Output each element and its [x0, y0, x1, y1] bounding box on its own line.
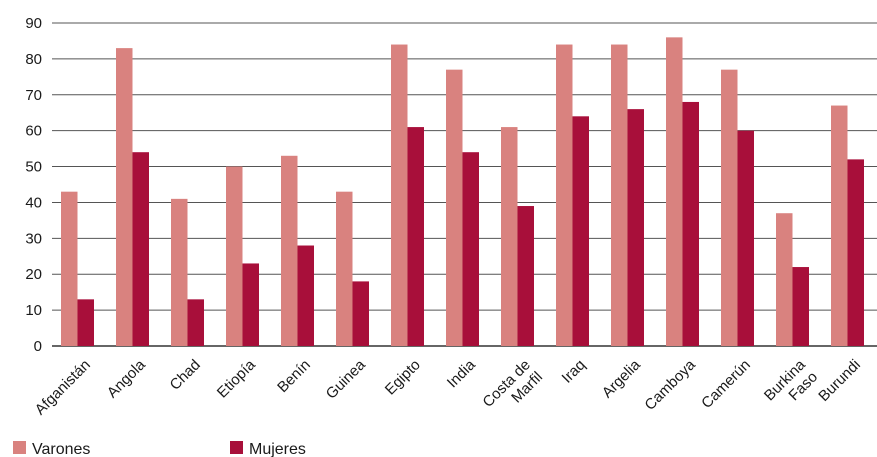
bar-varones-1 [116, 48, 133, 346]
bars [61, 37, 864, 347]
y-tick-label: 90 [25, 15, 42, 32]
x-category-label: Egipto [382, 356, 424, 398]
x-category-label: Angola [104, 356, 150, 402]
x-category-label-line: Chad [166, 356, 203, 393]
bar-varones-13 [776, 213, 793, 346]
x-axis-labels: Afganistán Angola Chad Etiopía Benín Guinea Eg… [32, 356, 864, 423]
x-category-label-line: Burundi [815, 356, 864, 405]
legend-label-varones: Varones [32, 441, 90, 457]
y-tick-label: 70 [25, 87, 42, 104]
x-category-label-line: Angola [104, 356, 150, 402]
bar-varones-0 [61, 191, 78, 346]
bar-varones-5 [336, 191, 353, 346]
x-category-label-line: Iraq [559, 356, 589, 386]
bar-mujeres-2 [187, 299, 204, 346]
bar-varones-6 [391, 44, 408, 347]
x-category-label-line: Camboya [641, 356, 699, 414]
bar-mujeres-14 [847, 159, 864, 346]
x-category-label: Argelia [599, 356, 645, 402]
legend: Varones Mujeres [13, 441, 306, 457]
x-category-label: Camboya [641, 356, 699, 414]
x-category-label: Camerún [698, 356, 754, 412]
bar-mujeres-1 [132, 152, 149, 346]
x-category-label-line: Afganistán [32, 356, 94, 418]
x-category-label: Afganistán [32, 356, 94, 418]
x-category-label-line: Camerún [698, 356, 754, 412]
y-tick-label: 20 [25, 266, 42, 283]
bar-mujeres-12 [737, 130, 754, 346]
x-category-label-line: Egipto [382, 356, 424, 398]
y-tick-label: 80 [25, 51, 42, 68]
x-category-label: Chad [166, 356, 203, 393]
y-tick-label: 40 [25, 194, 42, 211]
bar-mujeres-3 [242, 263, 259, 346]
bar-mujeres-11 [682, 101, 699, 346]
x-category-label-line: Benín [274, 356, 314, 396]
bar-mujeres-6 [407, 127, 424, 346]
bar-mujeres-7 [462, 152, 479, 346]
x-category-label: Iraq [559, 356, 589, 386]
x-category-label-line: Guinea [323, 356, 370, 403]
bar-varones-4 [281, 155, 298, 346]
bar-mujeres-5 [352, 281, 369, 346]
x-category-label: Costa deMarfil [479, 356, 546, 423]
bar-varones-8 [501, 127, 518, 346]
bar-varones-14 [831, 105, 848, 347]
bar-mujeres-4 [297, 245, 314, 346]
y-tick-label: 30 [25, 230, 42, 247]
y-tick-label: 60 [25, 123, 42, 140]
y-axis-ticks: 0 10 20 30 40 50 60 70 80 90 [25, 15, 42, 355]
x-category-label: Etiopía [214, 356, 260, 402]
x-category-label-line: Argelia [599, 356, 645, 402]
bar-varones-9 [556, 44, 573, 347]
bar-mujeres-13 [792, 267, 809, 346]
x-category-label-line: Etiopía [214, 356, 260, 402]
x-category-label: Guinea [323, 356, 370, 403]
bar-mujeres-9 [572, 116, 589, 346]
x-category-label: Burundi [815, 356, 864, 405]
x-category-label: BurkinaFaso [761, 356, 822, 417]
legend-swatch-varones [13, 441, 26, 454]
x-category-label: India [444, 356, 479, 391]
bar-mujeres-0 [77, 299, 94, 346]
bar-varones-11 [666, 37, 683, 346]
y-tick-label: 0 [34, 338, 42, 355]
bar-varones-3 [226, 166, 243, 346]
y-tick-label: 50 [25, 159, 42, 176]
bar-mujeres-10 [627, 109, 644, 346]
legend-swatch-mujeres [230, 441, 243, 454]
x-category-label: Benín [274, 356, 314, 396]
bar-mujeres-8 [517, 206, 534, 346]
x-category-label-line: India [444, 356, 479, 391]
y-tick-label: 10 [25, 302, 42, 319]
legend-label-mujeres: Mujeres [249, 441, 306, 457]
bar-varones-2 [171, 198, 188, 346]
bar-varones-12 [721, 69, 738, 347]
bar-varones-10 [611, 44, 628, 347]
bar-varones-7 [446, 69, 463, 347]
